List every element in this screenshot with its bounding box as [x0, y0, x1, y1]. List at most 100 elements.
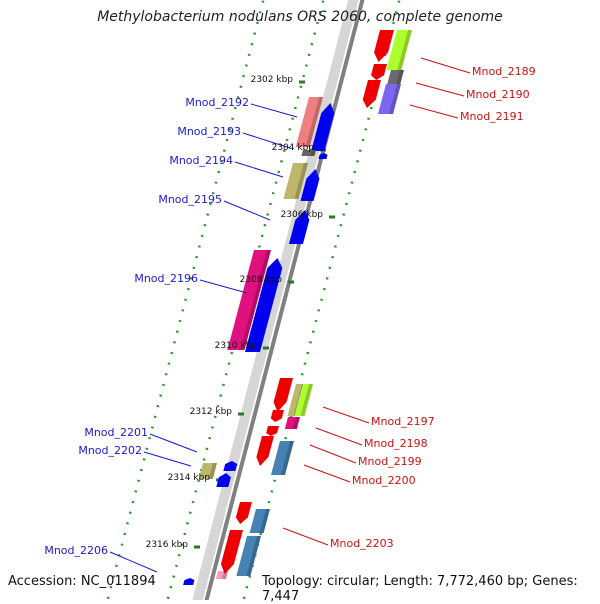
scale-tick-label: 2314 kbp: [167, 473, 210, 483]
gene-box: [295, 97, 323, 147]
gene-feature[interactable]: [271, 378, 293, 412]
gene-arrow: [266, 426, 279, 436]
gene-arrow: [288, 210, 310, 244]
gene-feature[interactable]: [386, 30, 412, 70]
gene-label-mnod-2206[interactable]: Mnod_2206: [44, 544, 108, 557]
gene-label-mnod-2192[interactable]: Mnod_2192: [185, 96, 249, 109]
leader-line: [309, 444, 357, 464]
gene-feature[interactable]: [234, 502, 252, 524]
gene-feature[interactable]: [288, 210, 312, 244]
scale-tick-label: 2312 kbp: [189, 407, 232, 417]
gene-box-shade: [280, 441, 294, 475]
gene-arrow: [300, 169, 320, 201]
gene-label-mnod-2197[interactable]: Mnod_2197: [371, 415, 435, 428]
gene-label-mnod-2190[interactable]: Mnod_2190: [466, 88, 530, 101]
gene-feature[interactable]: [284, 417, 300, 429]
leader-line: [149, 433, 198, 453]
gene-arrow: [311, 103, 335, 151]
gene-label-mnod-2200[interactable]: Mnod_2200: [352, 474, 416, 487]
gene-feature[interactable]: [378, 84, 401, 114]
gene-box: [386, 30, 412, 70]
gene-box: [301, 150, 316, 156]
gene-feature[interactable]: [223, 461, 238, 471]
gene-feature[interactable]: [236, 536, 261, 576]
gene-box-shade: [208, 463, 217, 479]
gene-feature[interactable]: [295, 97, 323, 147]
gene-feature[interactable]: [311, 103, 337, 151]
leader-line: [199, 279, 248, 294]
gene-box-shade: [310, 150, 316, 156]
backbone: [203, 0, 365, 604]
gene-feature[interactable]: [371, 30, 394, 62]
scale-tick-label: 2304 kbp: [271, 143, 314, 153]
gene-label-mnod-2196[interactable]: Mnod_2196: [134, 272, 198, 285]
gene-feature[interactable]: [227, 250, 271, 350]
gene-feature[interactable]: [198, 463, 217, 479]
gene-feature[interactable]: [270, 441, 294, 475]
gene-feature[interactable]: [294, 384, 313, 416]
gene-features: [183, 30, 412, 585]
gene-arrow: [183, 578, 195, 585]
gene-label-mnod-2198[interactable]: Mnod_2198: [364, 437, 428, 450]
gene-feature[interactable]: [254, 436, 274, 466]
gene-label-mnod-2189[interactable]: Mnod_2189: [472, 65, 536, 78]
gene-label-mnod-2191[interactable]: Mnod_2191: [460, 110, 524, 123]
track-dot-line: [241, 0, 401, 604]
gene-arrow: [256, 436, 274, 466]
gene-feature[interactable]: [244, 258, 285, 352]
leader-line: [315, 427, 363, 446]
gene-feature[interactable]: [318, 153, 328, 159]
leader-line: [420, 57, 471, 74]
gene-box: [387, 70, 404, 84]
gene-box-shade: [396, 70, 404, 84]
gene-feature[interactable]: [301, 150, 316, 156]
gene-feature[interactable]: [283, 163, 308, 199]
gene-box-shade: [292, 417, 300, 429]
gene-label-mnod-2193[interactable]: Mnod_2193: [177, 125, 241, 138]
leader-line: [409, 104, 459, 119]
leader-line: [415, 82, 465, 97]
gene-box: [284, 417, 300, 429]
gene-feature[interactable]: [387, 70, 404, 84]
gene-feature[interactable]: [265, 426, 279, 436]
gene-label-mnod-2203[interactable]: Mnod_2203: [330, 537, 394, 550]
gene-feature[interactable]: [218, 530, 243, 574]
gene-arrow: [223, 461, 238, 471]
gene-box: [270, 441, 294, 475]
track-dot-line: [105, 0, 265, 604]
leader-line: [143, 451, 192, 467]
map-title: Methylobacterium nodulans ORS 2060, comp…: [97, 9, 503, 25]
gene-box-shade: [389, 84, 401, 114]
gene-feature[interactable]: [361, 80, 381, 108]
gene-arrow: [216, 473, 231, 487]
gene-feature[interactable]: [370, 64, 387, 80]
gene-feature[interactable]: [216, 473, 232, 487]
gene-label-mnod-2195[interactable]: Mnod_2195: [158, 193, 222, 206]
gene-box-shade: [300, 384, 313, 416]
gene-box-shade: [246, 536, 261, 576]
gene-label-mnod-2199[interactable]: Mnod_2199: [358, 455, 422, 468]
gene-feature[interactable]: [270, 410, 284, 422]
gene-label-mnod-2194[interactable]: Mnod_2194: [169, 154, 233, 167]
gene-label-mnod-2202[interactable]: Mnod_2202: [78, 444, 142, 457]
scale-tick-label: 2306 kbp: [280, 210, 323, 220]
leader-line: [109, 551, 158, 573]
gene-feature[interactable]: [249, 509, 270, 533]
leader-line: [242, 132, 291, 149]
gene-box-shade: [221, 571, 228, 579]
gene-box-shade: [305, 97, 323, 147]
gene-feature[interactable]: [300, 169, 322, 201]
scale-tick-label: 2316 kbp: [145, 540, 188, 550]
gene-box-shade: [259, 509, 270, 533]
gene-feature[interactable]: [183, 578, 195, 585]
leader-line: [223, 200, 271, 221]
scale-tick-label: 2308 kbp: [239, 275, 282, 285]
gene-label-mnod-2201[interactable]: Mnod_2201: [84, 426, 148, 439]
gene-arrow: [371, 64, 387, 80]
scale-tick-label: 2302 kbp: [250, 75, 293, 85]
gene-box: [236, 536, 261, 576]
gene-box-shade: [294, 163, 308, 199]
gene-box: [198, 463, 217, 479]
gene-box: [227, 250, 271, 350]
